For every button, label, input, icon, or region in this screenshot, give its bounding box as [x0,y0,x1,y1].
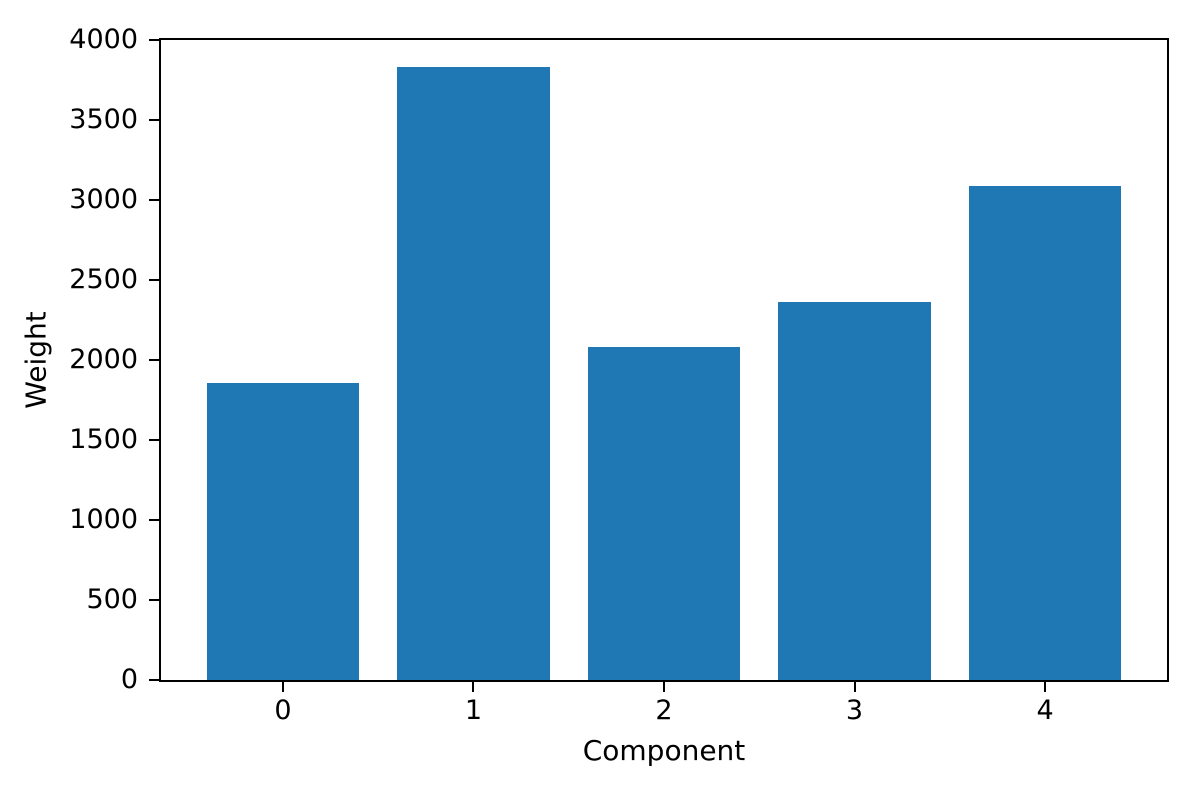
y-tick-label-1000: 1000 [69,504,138,535]
bar-component-4 [968,185,1122,680]
y-tick-mark-3500 [149,119,159,121]
x-tick-label-4: 4 [1036,695,1054,726]
x-tick-mark-1 [472,682,475,692]
plot-area [159,38,1169,682]
x-axis-label: Component [582,734,746,767]
y-tick-mark-1000 [149,519,159,521]
y-tick-mark-2000 [149,359,159,361]
y-tick-mark-500 [149,599,159,601]
y-axis-tick-labels: 0 500 1000 1500 2000 2500 3000 3500 4000 [0,26,138,694]
y-tick-mark-4000 [149,39,159,41]
y-tick-label-4000: 4000 [69,24,138,55]
x-axis-tick-marks [161,682,1167,692]
y-tick-mark-3000 [149,199,159,201]
bar-component-1 [397,67,550,680]
y-tick-label-500: 500 [86,584,138,615]
y-axis-tick-marks [149,39,159,681]
x-tick-mark-3 [853,682,856,692]
x-tick-label-2: 2 [655,695,673,726]
bar-component-2 [587,347,741,680]
x-tick-mark-2 [663,682,665,692]
y-tick-mark-1500 [149,439,159,441]
x-tick-label-3: 3 [845,695,864,726]
y-tick-label-2000: 2000 [69,344,138,375]
y-tick-mark-2500 [149,279,159,281]
x-axis-tick-labels: 0 1 2 3 4 [161,694,1167,730]
bar-component-0 [206,383,360,680]
x-tick-mark-0 [281,682,284,692]
x-tick-label-0: 0 [274,695,292,726]
y-tick-label-1500: 1500 [69,424,138,455]
y-tick-label-0: 0 [120,664,138,695]
y-tick-label-3500: 3500 [69,104,138,135]
x-tick-mark-4 [1044,682,1047,692]
y-tick-mark-0 [149,679,159,681]
bar-component-3 [778,301,931,680]
y-tick-label-3000: 3000 [69,184,138,215]
x-tick-label-1: 1 [464,695,483,726]
bars-group [161,40,1167,680]
y-tick-label-2500: 2500 [69,264,138,295]
